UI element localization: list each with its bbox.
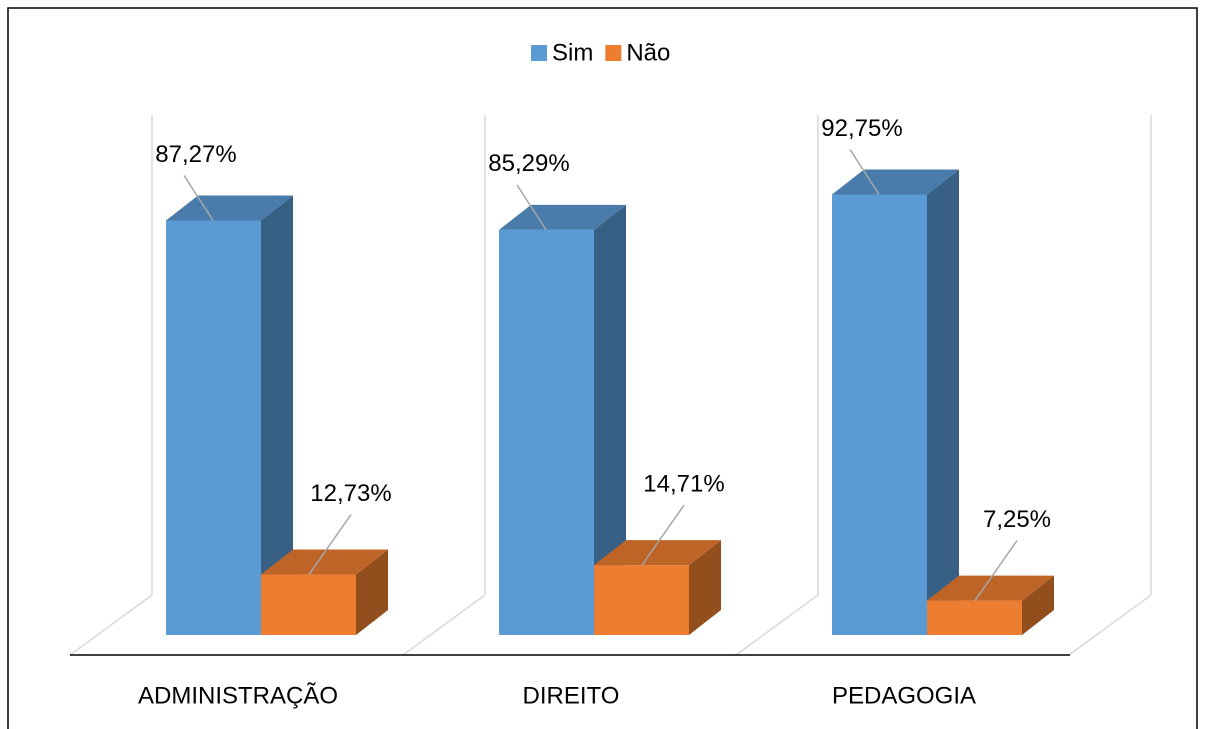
bar-top [927, 575, 1054, 601]
x-tick-label: DIREITO [523, 682, 620, 709]
bar-top [594, 540, 721, 566]
bar-side [356, 549, 388, 635]
bar-side [261, 195, 293, 635]
legend-swatch [531, 45, 547, 61]
bar [594, 565, 689, 635]
data-label: 7,25% [983, 506, 1051, 533]
bar-top [499, 204, 626, 230]
bar [261, 574, 356, 635]
leader-line [183, 175, 214, 221]
legend-label: Não [626, 39, 670, 66]
walls [69, 115, 1152, 656]
data-label: 85,29% [488, 150, 569, 177]
leader-line [849, 149, 880, 195]
bar [166, 220, 261, 635]
leader-line [308, 514, 352, 575]
bar-side [1022, 575, 1054, 635]
bar [927, 600, 1022, 635]
leader-line [974, 540, 1018, 601]
data-label: 87,27% [155, 141, 236, 168]
bar [499, 229, 594, 635]
bar-top [166, 195, 293, 221]
x-tick-label: ADMINISTRAÇÃO [138, 682, 338, 709]
bar-top [832, 169, 959, 195]
bar [832, 194, 927, 635]
x-tick-label: PEDAGOGIA [832, 682, 976, 709]
bar-side [689, 540, 721, 635]
data-label: 92,75% [821, 115, 902, 142]
bar-side [594, 204, 626, 635]
data-label: 14,71% [643, 470, 724, 497]
bar-top [261, 549, 388, 575]
data-label: 12,73% [310, 480, 391, 507]
legend-swatch [605, 45, 622, 61]
leader-line [641, 504, 685, 566]
leader-line [516, 184, 547, 231]
legend-label: Sim [552, 39, 593, 66]
bar-side [927, 169, 959, 635]
